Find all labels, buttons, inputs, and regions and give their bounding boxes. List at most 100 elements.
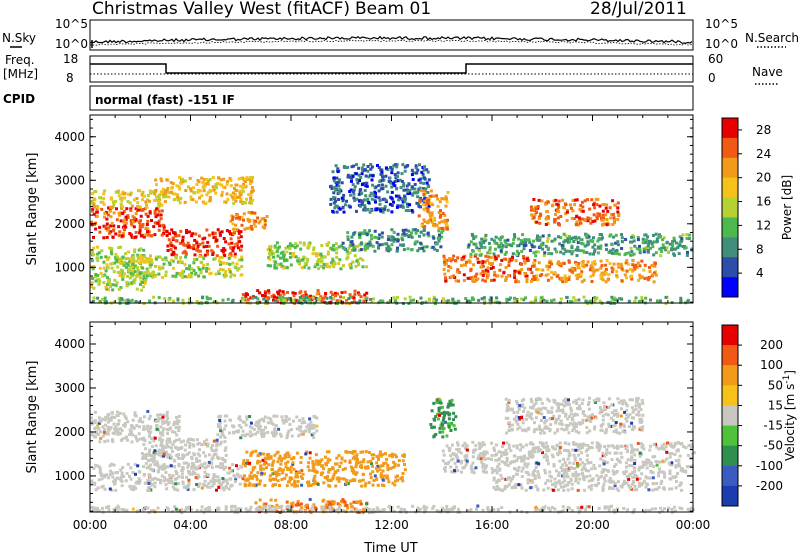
range-cell bbox=[362, 299, 366, 303]
range-cell bbox=[351, 190, 355, 194]
range-cell bbox=[378, 300, 381, 304]
range-cell bbox=[687, 444, 691, 448]
range-cell bbox=[109, 469, 112, 473]
range-cell bbox=[367, 242, 370, 246]
range-cell bbox=[430, 211, 434, 215]
range-cell bbox=[659, 254, 663, 258]
range-cell bbox=[651, 245, 655, 249]
range-cell bbox=[420, 223, 424, 227]
range-cell bbox=[598, 464, 602, 468]
range-cell bbox=[111, 235, 115, 239]
range-cell bbox=[123, 415, 127, 419]
range-cell bbox=[229, 275, 233, 279]
range-cell bbox=[498, 238, 502, 242]
range-cell bbox=[340, 291, 344, 295]
range-cell bbox=[485, 276, 489, 280]
range-cell bbox=[331, 507, 335, 511]
range-cell bbox=[358, 189, 362, 193]
range-cell bbox=[688, 233, 691, 237]
range-cell bbox=[643, 241, 647, 245]
y-tick-label: 2000 bbox=[54, 217, 85, 231]
range-cell bbox=[586, 461, 590, 465]
range-cell bbox=[390, 228, 394, 232]
range-cell bbox=[153, 211, 157, 215]
range-cell bbox=[183, 275, 187, 279]
range-cell bbox=[510, 244, 514, 248]
range-cell bbox=[121, 205, 125, 209]
range-cell bbox=[239, 176, 243, 180]
range-cell bbox=[162, 452, 166, 456]
range-cell bbox=[203, 461, 207, 465]
range-cell bbox=[302, 297, 305, 300]
range-cell bbox=[210, 465, 214, 469]
range-cell bbox=[109, 425, 113, 429]
range-cell bbox=[291, 291, 295, 295]
range-cell bbox=[589, 299, 593, 303]
range-cell bbox=[237, 474, 241, 478]
range-cell bbox=[469, 276, 473, 280]
range-cell bbox=[170, 258, 173, 262]
range-cell bbox=[616, 218, 620, 221]
range-cell bbox=[171, 299, 175, 303]
range-cell bbox=[424, 300, 428, 304]
range-cell bbox=[336, 292, 339, 296]
range-cell bbox=[332, 179, 336, 183]
range-cell bbox=[397, 463, 400, 467]
range-cell bbox=[133, 413, 137, 417]
range-cell bbox=[298, 428, 302, 432]
range-cell bbox=[359, 204, 363, 208]
range-cell bbox=[594, 268, 598, 272]
range-cell bbox=[146, 270, 150, 274]
range-cell bbox=[231, 261, 235, 265]
range-cell bbox=[321, 300, 324, 304]
range-cell bbox=[312, 426, 316, 430]
data-band bbox=[442, 254, 532, 284]
range-cell bbox=[355, 471, 359, 475]
range-cell bbox=[273, 453, 277, 457]
range-cell bbox=[442, 254, 446, 258]
range-cell bbox=[105, 228, 109, 232]
range-cell bbox=[112, 202, 116, 206]
range-cell bbox=[353, 478, 357, 482]
range-cell bbox=[427, 178, 431, 182]
range-cell bbox=[335, 251, 339, 255]
range-cell bbox=[489, 296, 493, 300]
range-cell bbox=[290, 434, 294, 438]
range-cell bbox=[157, 296, 161, 300]
range-cell bbox=[412, 298, 416, 302]
range-cell bbox=[258, 291, 262, 295]
range-cell bbox=[92, 235, 95, 239]
range-cell bbox=[178, 176, 182, 180]
range-cell bbox=[216, 244, 220, 248]
range-cell bbox=[239, 273, 243, 277]
nsky-line bbox=[89, 35, 693, 44]
range-cell bbox=[378, 207, 382, 211]
range-cell bbox=[604, 272, 608, 275]
range-cell bbox=[237, 416, 241, 420]
range-cell bbox=[156, 469, 160, 473]
range-cell bbox=[606, 300, 610, 304]
range-cell bbox=[525, 274, 529, 278]
range-cell bbox=[161, 421, 165, 425]
range-cell bbox=[152, 270, 156, 274]
range-cell bbox=[312, 467, 316, 471]
range-cell bbox=[576, 275, 580, 279]
range-cell bbox=[360, 241, 364, 245]
range-cell bbox=[249, 196, 252, 200]
range-cell bbox=[150, 272, 154, 276]
range-cell bbox=[553, 237, 557, 241]
range-cell bbox=[511, 255, 514, 259]
range-cell bbox=[238, 215, 241, 219]
range-cell bbox=[598, 233, 602, 236]
colorbar-tick-label: 28 bbox=[756, 123, 771, 137]
range-cell bbox=[196, 266, 200, 269]
range-cell bbox=[176, 193, 179, 197]
range-cell bbox=[197, 274, 201, 278]
range-cell bbox=[134, 487, 138, 490]
range-cell bbox=[648, 239, 651, 243]
data-band bbox=[165, 228, 244, 258]
range-cell bbox=[177, 453, 181, 456]
range-cell bbox=[317, 267, 321, 271]
range-cell bbox=[201, 241, 205, 245]
range-cell bbox=[425, 199, 428, 203]
